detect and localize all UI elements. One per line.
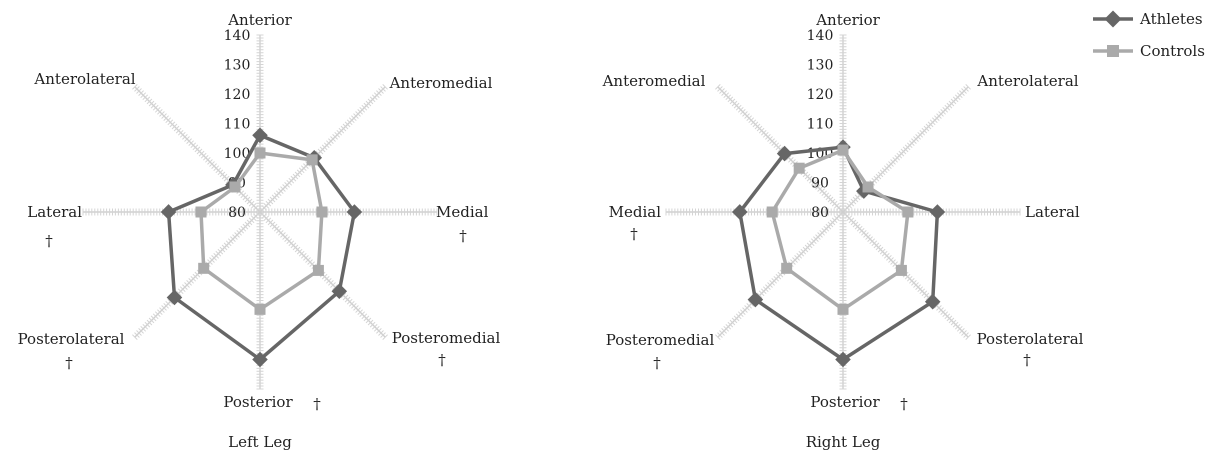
right-leg-radar-chart: 1401301201101009080AnteriorAnterolateral… [602, 11, 1084, 451]
point-controls-posteromedial [781, 262, 793, 274]
point-controls-posterolateral [895, 264, 907, 276]
point-controls-anterolateral [862, 181, 874, 193]
tick-label-90: 90 [811, 176, 829, 192]
chart-title: Right Leg [806, 433, 881, 451]
axis-label-posterolateral: Posterolateral [18, 330, 125, 348]
point-controls-medial [316, 206, 328, 218]
tick-label-80: 80 [811, 205, 829, 221]
point-athletes-posterolateral [924, 293, 941, 310]
chart-title: Left Leg [228, 433, 292, 451]
point-controls-posterolateral [198, 262, 210, 274]
axis-label-anterolateral: Anterolateral [976, 72, 1078, 90]
axis-label-posteromedial: Posteromedial [392, 329, 501, 347]
axis-label-anteromedial: Anteromedial [602, 72, 706, 90]
significance-mark-posterior: † [900, 395, 908, 413]
axis-label-posterolateral: Posterolateral [977, 330, 1084, 348]
significance-mark-posterior: † [313, 395, 321, 413]
tick-label-130: 130 [224, 58, 251, 74]
tick-label-140: 140 [224, 28, 251, 44]
point-controls-posterior [254, 303, 266, 315]
point-athletes-lateral [929, 204, 946, 220]
point-athletes-posteromedial [331, 283, 348, 300]
axis-label-posterior: Posterior [810, 393, 880, 411]
axis-label-medial: Medial [436, 203, 489, 221]
point-athletes-posterolateral [166, 289, 183, 306]
significance-mark-posteromedial: † [438, 351, 446, 369]
axis-label-lateral: Lateral [1025, 203, 1080, 221]
series-line-athletes [738, 145, 940, 362]
point-controls-lateral [902, 206, 914, 218]
significance-mark-posteromedial: † [653, 354, 661, 372]
axis-label-anterior: Anterior [815, 11, 880, 29]
point-athletes-medial [346, 204, 363, 220]
tick-label-120: 120 [224, 87, 251, 103]
legend: Athletes Controls [1093, 10, 1205, 60]
significance-mark-posterolateral: † [1023, 351, 1031, 369]
axis-label-medial: Medial [609, 203, 662, 221]
axis-label-anterior: Anterior [227, 11, 292, 29]
point-athletes-posteromedial [747, 291, 764, 308]
point-controls-anterolateral [229, 181, 241, 193]
tick-label-120: 120 [807, 87, 834, 103]
point-controls-lateral [195, 206, 207, 218]
axis-label-anteromedial: Anteromedial [389, 74, 493, 92]
significance-mark-medial: † [459, 227, 467, 245]
legend-item-controls: Controls [1093, 42, 1205, 60]
legend-controls-label: Controls [1140, 42, 1205, 60]
tick-label-80: 80 [228, 205, 246, 221]
significance-mark-lateral: † [45, 232, 53, 250]
tick-label-140: 140 [807, 28, 834, 44]
legend-athletes-marker [1104, 10, 1122, 28]
point-controls-posteromedial [312, 264, 324, 276]
axis-label-lateral: Lateral [27, 203, 82, 221]
tick-label-130: 130 [807, 58, 834, 74]
legend-item-athletes: Athletes [1093, 10, 1203, 28]
point-controls-medial [766, 206, 778, 218]
point-controls-anterior [254, 147, 266, 159]
legend-controls-marker [1107, 45, 1119, 57]
point-athletes-lateral [160, 204, 177, 220]
axis-label-posterior: Posterior [223, 393, 293, 411]
point-athletes-anterior [252, 127, 268, 144]
point-controls-anterior [837, 144, 849, 156]
tick-label-110: 110 [807, 117, 834, 133]
tick-label-100: 100 [224, 146, 251, 162]
axis-label-posteromedial: Posteromedial [606, 331, 715, 349]
point-controls-anteromedial [793, 162, 805, 174]
axis-label-anterolateral: Anterolateral [33, 70, 135, 88]
point-controls-anteromedial [306, 154, 318, 166]
point-controls-posterior [837, 303, 849, 315]
legend-athletes-label: Athletes [1139, 10, 1203, 28]
significance-mark-medial: † [630, 225, 638, 243]
significance-mark-posterolateral: † [65, 354, 73, 372]
tick-label-110: 110 [224, 117, 251, 133]
left-leg-radar-chart: 1401301201101009080AnteriorAnteromedialM… [18, 11, 501, 451]
